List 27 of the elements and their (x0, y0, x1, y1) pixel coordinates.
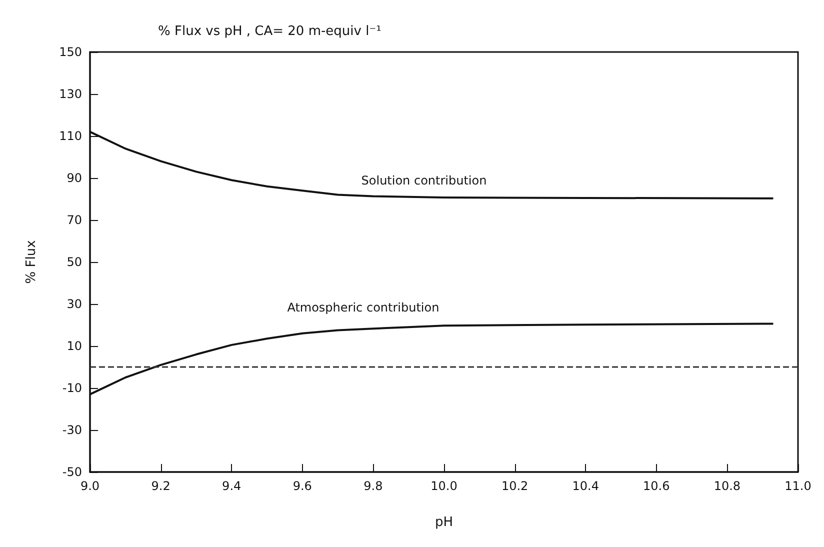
y-tick-label: -50 (62, 465, 82, 479)
y-tick-label: 10 (66, 339, 82, 353)
y-tick-label: 110 (59, 129, 82, 143)
x-tick-label: 11.0 (784, 479, 812, 493)
y-tick-label: 90 (66, 171, 82, 185)
x-tick-label: 10.4 (572, 479, 599, 493)
x-tick-label: 9.8 (364, 479, 383, 493)
chart-title: % Flux vs pH , CA= 20 m-equiv l⁻¹ (158, 24, 382, 39)
y-tick-label: 50 (66, 255, 82, 269)
y-tick-label: -10 (62, 381, 82, 395)
y-tick-label: -30 (62, 423, 82, 437)
x-tick-label: 9.2 (151, 479, 170, 493)
y-tick-label: 70 (66, 213, 82, 227)
x-tick-label: 9.4 (222, 479, 242, 493)
x-tick-label: 9.6 (292, 479, 312, 493)
x-tick-label: 10.2 (501, 479, 528, 493)
x-tick-label: 10.0 (430, 479, 458, 493)
series-label: Solution contribution (361, 174, 487, 188)
x-tick-label: 10.8 (714, 479, 741, 493)
y-tick-label: 30 (66, 297, 82, 311)
series-label: Atmospheric contribution (287, 300, 440, 315)
y-tick-label: 150 (59, 45, 82, 59)
x-axis-title: pH (434, 515, 454, 530)
x-tick-label: 10.6 (643, 479, 670, 493)
y-axis-title: % Flux (24, 240, 39, 284)
x-tick-label: 9.0 (80, 479, 100, 493)
y-tick-label: 130 (59, 87, 82, 101)
